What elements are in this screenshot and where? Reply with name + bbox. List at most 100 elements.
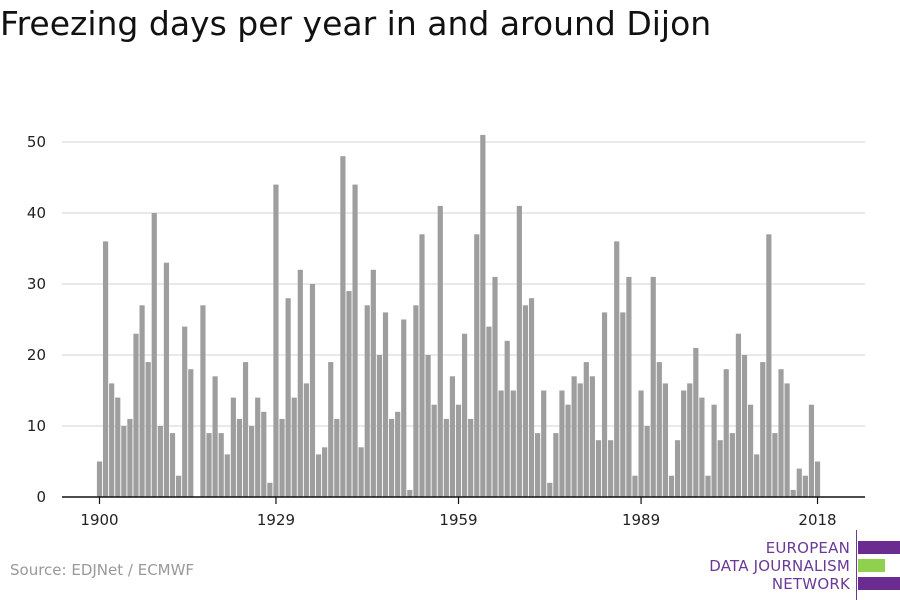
logo-line-1: EUROPEAN	[765, 539, 850, 557]
logo-bar-top	[858, 541, 900, 554]
bar	[486, 326, 492, 497]
y-tick-label: 0	[36, 488, 46, 506]
bar	[115, 397, 121, 497]
bar	[626, 276, 632, 497]
bar	[681, 390, 687, 497]
bar	[127, 418, 133, 497]
logo-bar-middle	[858, 559, 885, 572]
bar	[182, 326, 188, 497]
bar	[236, 418, 243, 497]
bar	[96, 461, 103, 497]
bar	[620, 312, 626, 497]
bar	[303, 383, 309, 497]
bar	[224, 454, 230, 497]
bar	[528, 298, 535, 497]
bar	[334, 418, 340, 497]
bar	[364, 305, 370, 497]
bar	[778, 369, 784, 497]
bar	[419, 234, 425, 498]
bar	[176, 475, 182, 497]
bar	[462, 333, 468, 497]
bar	[109, 383, 115, 497]
bar	[595, 440, 602, 497]
bar	[674, 440, 681, 497]
bar	[516, 205, 522, 497]
bar	[449, 376, 456, 497]
bar	[662, 383, 668, 497]
logo-line-3: NETWORK	[771, 575, 850, 593]
bar	[133, 333, 139, 497]
bar	[431, 404, 437, 497]
bar	[632, 475, 638, 497]
bar	[169, 433, 176, 497]
bar	[200, 305, 206, 497]
y-tick-label: 30	[27, 275, 46, 293]
x-tick-label: 2018	[798, 511, 836, 529]
bar	[668, 475, 675, 497]
bar	[437, 205, 443, 497]
bar	[145, 362, 151, 497]
bar	[346, 291, 352, 497]
bar	[230, 397, 236, 497]
bar	[589, 376, 595, 497]
bar	[425, 355, 431, 497]
bar	[188, 369, 194, 497]
y-tick-label: 10	[27, 417, 46, 435]
bar	[608, 440, 614, 497]
bar	[242, 362, 249, 497]
bar	[163, 262, 170, 497]
bar	[577, 383, 583, 497]
bar	[102, 241, 109, 497]
bar	[212, 376, 218, 497]
bar	[376, 355, 382, 497]
bar	[382, 312, 389, 497]
logo-line-2: DATA JOURNALISM	[709, 557, 850, 575]
bar	[151, 213, 157, 497]
bar	[790, 489, 796, 497]
bar	[315, 454, 322, 497]
bar	[370, 269, 376, 497]
bar	[340, 156, 346, 497]
bar	[401, 319, 407, 497]
bar	[553, 433, 559, 497]
bar	[717, 440, 723, 497]
y-tick-label: 40	[27, 204, 46, 222]
x-tick-label: 1900	[80, 511, 118, 529]
bar	[413, 305, 419, 497]
bar	[328, 362, 334, 497]
x-tick-label: 1959	[439, 511, 477, 529]
bar	[571, 376, 577, 497]
bar	[510, 390, 516, 497]
bar	[796, 468, 802, 497]
bar	[504, 340, 510, 497]
logo-bar-bottom	[858, 577, 900, 590]
bar	[808, 404, 815, 497]
bar	[468, 418, 474, 497]
bar	[723, 369, 729, 497]
bar	[583, 362, 589, 497]
bar	[754, 454, 760, 497]
bar	[650, 276, 656, 497]
bar	[407, 489, 413, 497]
bar	[285, 298, 291, 497]
bar	[474, 234, 480, 498]
source-note: Source: EDJNet / ECMWF	[10, 561, 195, 579]
bar	[273, 184, 279, 497]
bar	[498, 390, 504, 497]
y-tick-label: 50	[27, 133, 46, 151]
bar	[711, 404, 717, 497]
bar	[157, 426, 163, 497]
bar	[261, 411, 267, 497]
y-axis-ticks: 0 10 20 30 40 50	[27, 133, 46, 506]
bar	[535, 433, 541, 497]
bar	[249, 426, 255, 497]
bar	[614, 241, 620, 497]
bar	[206, 433, 212, 497]
bar	[644, 426, 650, 497]
bar	[814, 461, 821, 497]
bar	[656, 362, 662, 497]
bar	[748, 404, 754, 497]
bar	[784, 383, 790, 497]
x-axis-ticks: 1900 1929 1959 1989 2018	[80, 497, 837, 529]
